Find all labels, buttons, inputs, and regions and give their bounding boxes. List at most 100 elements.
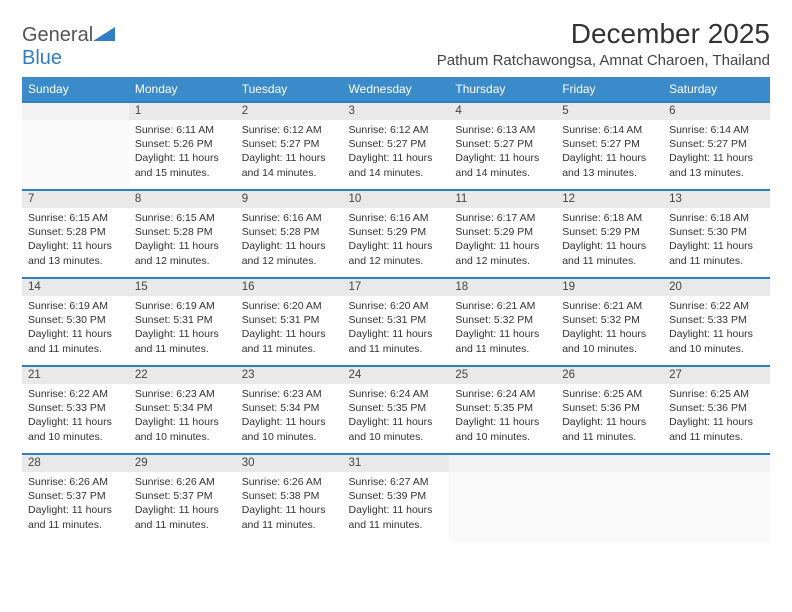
daylight-text: Daylight: 11 hours and 12 minutes. (242, 239, 337, 267)
day-number-cell: 3 (343, 102, 450, 120)
logo-triangle-icon (93, 25, 115, 41)
daylight-text: Daylight: 11 hours and 14 minutes. (242, 151, 337, 179)
day-content-cell: Sunrise: 6:19 AMSunset: 5:30 PMDaylight:… (22, 296, 129, 366)
day-content-cell: Sunrise: 6:25 AMSunset: 5:36 PMDaylight:… (556, 384, 663, 454)
sunrise-text: Sunrise: 6:25 AM (669, 387, 764, 401)
location-text: Pathum Ratchawongsa, Amnat Charoen, Thai… (437, 52, 770, 69)
daylight-text: Daylight: 11 hours and 11 minutes. (669, 239, 764, 267)
daylight-text: Daylight: 11 hours and 13 minutes. (28, 239, 123, 267)
weekday-header-row: Sunday Monday Tuesday Wednesday Thursday… (22, 77, 770, 102)
sunrise-text: Sunrise: 6:25 AM (562, 387, 657, 401)
day-content-cell: Sunrise: 6:26 AMSunset: 5:37 PMDaylight:… (129, 472, 236, 542)
day-content-cell: Sunrise: 6:22 AMSunset: 5:33 PMDaylight:… (22, 384, 129, 454)
sunset-text: Sunset: 5:27 PM (455, 137, 550, 151)
sunset-text: Sunset: 5:26 PM (135, 137, 230, 151)
sunrise-text: Sunrise: 6:12 AM (349, 123, 444, 137)
daylight-text: Daylight: 11 hours and 14 minutes. (455, 151, 550, 179)
day-content-cell: Sunrise: 6:26 AMSunset: 5:37 PMDaylight:… (22, 472, 129, 542)
week-0-daynum-row: 123456 (22, 102, 770, 120)
logo: General Blue (22, 18, 115, 70)
sunrise-text: Sunrise: 6:26 AM (28, 475, 123, 489)
day-content-cell: Sunrise: 6:23 AMSunset: 5:34 PMDaylight:… (129, 384, 236, 454)
day-content-cell: Sunrise: 6:11 AMSunset: 5:26 PMDaylight:… (129, 120, 236, 190)
daylight-text: Daylight: 11 hours and 12 minutes. (455, 239, 550, 267)
day-number-cell: 24 (343, 366, 450, 384)
day-content-cell: Sunrise: 6:23 AMSunset: 5:34 PMDaylight:… (236, 384, 343, 454)
day-content-cell: Sunrise: 6:19 AMSunset: 5:31 PMDaylight:… (129, 296, 236, 366)
daylight-text: Daylight: 11 hours and 10 minutes. (455, 415, 550, 443)
day-number-cell: 29 (129, 454, 236, 472)
daylight-text: Daylight: 11 hours and 15 minutes. (135, 151, 230, 179)
sunset-text: Sunset: 5:30 PM (28, 313, 123, 327)
sunset-text: Sunset: 5:32 PM (455, 313, 550, 327)
day-number-cell: 28 (22, 454, 129, 472)
daylight-text: Daylight: 11 hours and 11 minutes. (28, 503, 123, 531)
day-content-cell: Sunrise: 6:22 AMSunset: 5:33 PMDaylight:… (663, 296, 770, 366)
sunset-text: Sunset: 5:28 PM (135, 225, 230, 239)
day-content-cell (449, 472, 556, 542)
daylight-text: Daylight: 11 hours and 10 minutes. (135, 415, 230, 443)
daylight-text: Daylight: 11 hours and 10 minutes. (669, 327, 764, 355)
sunrise-text: Sunrise: 6:16 AM (349, 211, 444, 225)
daylight-text: Daylight: 11 hours and 11 minutes. (135, 503, 230, 531)
day-content-cell: Sunrise: 6:24 AMSunset: 5:35 PMDaylight:… (343, 384, 450, 454)
daylight-text: Daylight: 11 hours and 11 minutes. (455, 327, 550, 355)
sunrise-text: Sunrise: 6:24 AM (455, 387, 550, 401)
sunrise-text: Sunrise: 6:15 AM (28, 211, 123, 225)
title-block: December 2025 Pathum Ratchawongsa, Amnat… (437, 18, 770, 73)
day-number-cell: 20 (663, 278, 770, 296)
day-number-cell (22, 102, 129, 120)
sunset-text: Sunset: 5:27 PM (349, 137, 444, 151)
weekday-saturday: Saturday (663, 77, 770, 102)
daylight-text: Daylight: 11 hours and 13 minutes. (562, 151, 657, 179)
sunrise-text: Sunrise: 6:14 AM (562, 123, 657, 137)
sunrise-text: Sunrise: 6:17 AM (455, 211, 550, 225)
week-2-content-row: Sunrise: 6:19 AMSunset: 5:30 PMDaylight:… (22, 296, 770, 366)
week-4-daynum-row: 28293031 (22, 454, 770, 472)
sunset-text: Sunset: 5:31 PM (242, 313, 337, 327)
sunset-text: Sunset: 5:28 PM (242, 225, 337, 239)
logo-text-blue: Blue (22, 47, 62, 69)
daylight-text: Daylight: 11 hours and 10 minutes. (562, 327, 657, 355)
week-3-daynum-row: 21222324252627 (22, 366, 770, 384)
sunrise-text: Sunrise: 6:14 AM (669, 123, 764, 137)
sunrise-text: Sunrise: 6:26 AM (135, 475, 230, 489)
sunrise-text: Sunrise: 6:15 AM (135, 211, 230, 225)
sunset-text: Sunset: 5:34 PM (135, 401, 230, 415)
sunset-text: Sunset: 5:35 PM (349, 401, 444, 415)
day-content-cell: Sunrise: 6:16 AMSunset: 5:29 PMDaylight:… (343, 208, 450, 278)
daylight-text: Daylight: 11 hours and 12 minutes. (135, 239, 230, 267)
day-content-cell: Sunrise: 6:18 AMSunset: 5:29 PMDaylight:… (556, 208, 663, 278)
weekday-thursday: Thursday (449, 77, 556, 102)
week-1-daynum-row: 78910111213 (22, 190, 770, 208)
sunset-text: Sunset: 5:30 PM (669, 225, 764, 239)
day-number-cell: 10 (343, 190, 450, 208)
sunrise-text: Sunrise: 6:23 AM (242, 387, 337, 401)
day-content-cell: Sunrise: 6:12 AMSunset: 5:27 PMDaylight:… (236, 120, 343, 190)
day-number-cell: 5 (556, 102, 663, 120)
week-3-content-row: Sunrise: 6:22 AMSunset: 5:33 PMDaylight:… (22, 384, 770, 454)
day-number-cell: 31 (343, 454, 450, 472)
daylight-text: Daylight: 11 hours and 11 minutes. (28, 327, 123, 355)
day-content-cell (22, 120, 129, 190)
day-number-cell: 12 (556, 190, 663, 208)
sunset-text: Sunset: 5:39 PM (349, 489, 444, 503)
daylight-text: Daylight: 11 hours and 10 minutes. (28, 415, 123, 443)
sunset-text: Sunset: 5:31 PM (349, 313, 444, 327)
day-number-cell (449, 454, 556, 472)
day-content-cell: Sunrise: 6:14 AMSunset: 5:27 PMDaylight:… (556, 120, 663, 190)
daylight-text: Daylight: 11 hours and 10 minutes. (349, 415, 444, 443)
day-content-cell: Sunrise: 6:21 AMSunset: 5:32 PMDaylight:… (556, 296, 663, 366)
day-number-cell: 8 (129, 190, 236, 208)
day-number-cell: 22 (129, 366, 236, 384)
daylight-text: Daylight: 11 hours and 11 minutes. (562, 239, 657, 267)
sunrise-text: Sunrise: 6:21 AM (562, 299, 657, 313)
day-content-cell: Sunrise: 6:15 AMSunset: 5:28 PMDaylight:… (129, 208, 236, 278)
weekday-friday: Friday (556, 77, 663, 102)
weekday-sunday: Sunday (22, 77, 129, 102)
day-content-cell: Sunrise: 6:12 AMSunset: 5:27 PMDaylight:… (343, 120, 450, 190)
week-2-daynum-row: 14151617181920 (22, 278, 770, 296)
sunset-text: Sunset: 5:35 PM (455, 401, 550, 415)
day-number-cell (556, 454, 663, 472)
day-number-cell: 11 (449, 190, 556, 208)
